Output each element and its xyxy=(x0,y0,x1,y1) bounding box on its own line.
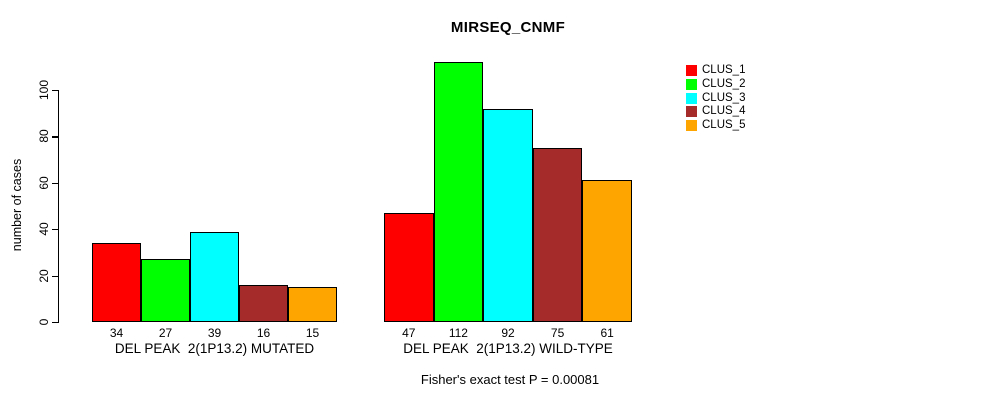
bar xyxy=(384,212,434,322)
bar-value-label: 15 xyxy=(305,326,320,340)
bar-value-label: 34 xyxy=(109,326,124,340)
legend-item: CLUS_4 xyxy=(686,105,745,119)
bar xyxy=(483,108,533,322)
group-label: DEL PEAK 2(1P13.2) WILD-TYPE xyxy=(403,341,613,356)
bar xyxy=(239,284,288,322)
bar xyxy=(433,62,484,322)
bar-value-label: 39 xyxy=(207,326,222,340)
bar xyxy=(190,231,239,322)
bar-value-label: 61 xyxy=(600,326,614,340)
y-tick xyxy=(52,275,59,277)
y-tick-label: 0 xyxy=(37,318,51,326)
y-tick xyxy=(52,322,59,324)
y-tick-label: 40 xyxy=(37,222,51,236)
bar xyxy=(532,148,583,322)
bar xyxy=(288,287,337,322)
y-axis-title: number of cases xyxy=(10,158,24,252)
bar-value-label: 27 xyxy=(158,326,173,340)
y-tick xyxy=(52,229,59,231)
chart-title: MIRSEQ_CNMF xyxy=(450,19,566,36)
legend-item: CLUS_1 xyxy=(686,64,745,78)
legend-label: CLUS_3 xyxy=(702,91,746,104)
legend-item: CLUS_5 xyxy=(686,119,745,133)
y-tick-label: 100 xyxy=(37,79,51,101)
bar-value-label: 16 xyxy=(256,326,271,340)
y-tick xyxy=(52,90,59,92)
y-tick xyxy=(52,136,59,138)
bar-value-label: 47 xyxy=(402,326,416,340)
legend-swatch xyxy=(686,79,697,91)
bar xyxy=(92,243,141,322)
bar-value-label: 75 xyxy=(550,326,565,340)
legend-swatch xyxy=(686,65,697,77)
bar-value-label: 92 xyxy=(501,326,515,340)
legend-swatch xyxy=(686,106,697,118)
group-label: DEL PEAK 2(1P13.2) MUTATED xyxy=(114,341,315,356)
bar xyxy=(141,259,190,322)
y-tick xyxy=(52,182,59,185)
bar-value-label: 112 xyxy=(448,326,468,340)
y-tick-label: 20 xyxy=(37,268,51,283)
legend-swatch xyxy=(686,120,697,132)
legend-label: CLUS_5 xyxy=(702,119,746,132)
legend: CLUS_1 CLUS_2 CLUS_3 CLUS_4 CLUS_5 xyxy=(686,64,745,132)
y-tick-label: 80 xyxy=(37,129,51,144)
bar xyxy=(582,180,632,322)
legend-item: CLUS_3 xyxy=(686,91,745,105)
legend-label: CLUS_2 xyxy=(702,78,746,91)
legend-label: CLUS_4 xyxy=(702,105,746,118)
legend-item: CLUS_2 xyxy=(686,78,745,92)
legend-label: CLUS_1 xyxy=(702,64,746,77)
footnote: Fisher's exact test P = 0.00081 xyxy=(420,372,600,387)
y-axis-line xyxy=(58,90,60,323)
legend-swatch xyxy=(686,92,697,104)
y-tick-label: 60 xyxy=(37,176,51,190)
